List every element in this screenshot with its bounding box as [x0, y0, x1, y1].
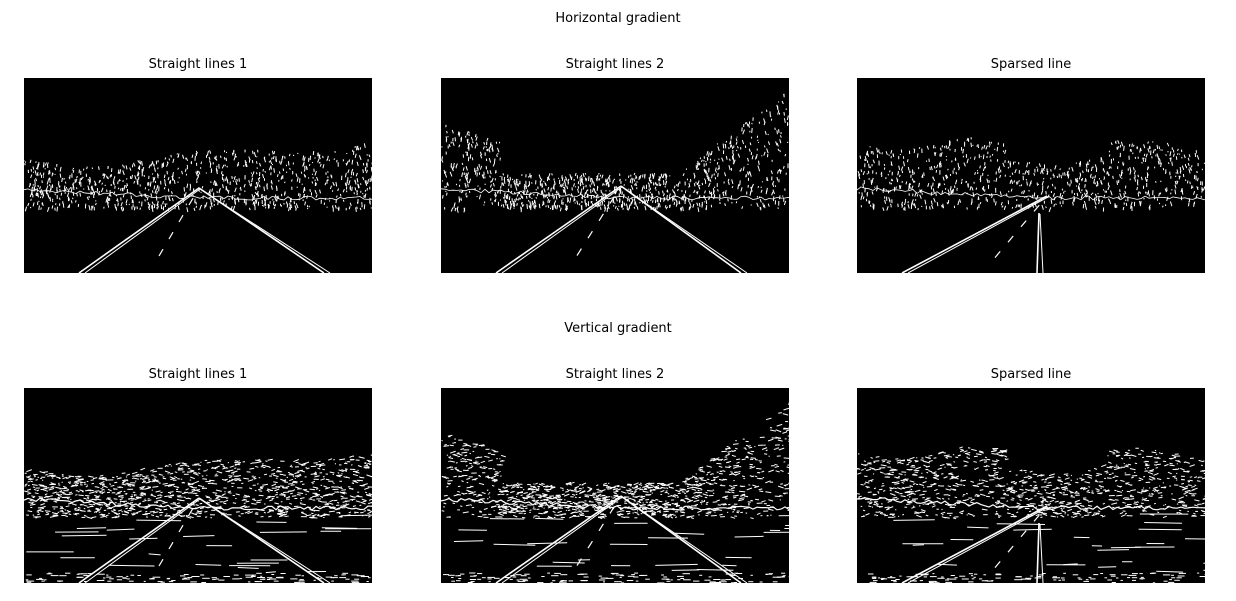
panel-title: Sparsed line [990, 57, 1072, 72]
edge-image-vertical-straight-lines-2 [441, 388, 789, 583]
edge-image-horizontal-sparsed-line [857, 78, 1205, 273]
edge-image-vertical-sparsed-line [857, 388, 1205, 583]
panel-title: Sparsed line [990, 367, 1072, 382]
panel-title: Straight lines 2 [565, 367, 665, 382]
panel-title: Straight lines 1 [148, 57, 248, 72]
edge-image-horizontal-straight-lines-2 [441, 78, 789, 273]
row-title-horizontal-gradient: Horizontal gradient [555, 11, 681, 26]
edge-image-vertical-straight-lines-1 [24, 388, 372, 583]
edge-image-horizontal-straight-lines-1 [24, 78, 372, 273]
row-title-vertical-gradient: Vertical gradient [564, 321, 672, 336]
panel-title: Straight lines 1 [148, 367, 248, 382]
panel-title: Straight lines 2 [565, 57, 665, 72]
